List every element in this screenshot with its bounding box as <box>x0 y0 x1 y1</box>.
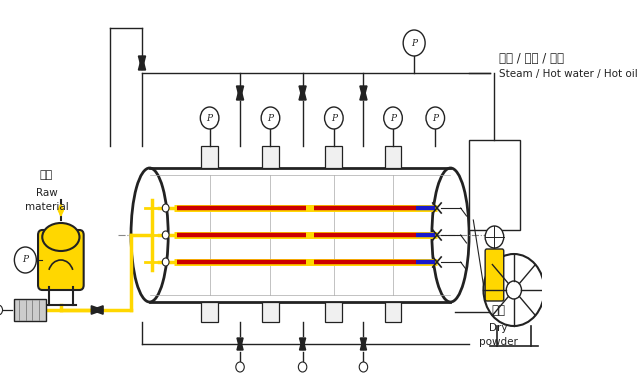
Text: 原料: 原料 <box>40 170 53 180</box>
Text: P: P <box>390 113 396 123</box>
Bar <box>326 146 342 168</box>
Circle shape <box>0 305 3 315</box>
Circle shape <box>14 247 37 273</box>
Polygon shape <box>237 338 243 350</box>
Text: Steam / Hot water / Hot oil: Steam / Hot water / Hot oil <box>499 69 637 79</box>
Polygon shape <box>299 86 306 100</box>
Text: 干粉: 干粉 <box>492 303 506 316</box>
FancyBboxPatch shape <box>38 230 84 290</box>
Bar <box>201 302 218 322</box>
Text: P: P <box>22 255 28 265</box>
Circle shape <box>359 362 368 372</box>
Bar <box>326 302 342 322</box>
Text: Dry: Dry <box>490 323 508 333</box>
Circle shape <box>483 254 544 326</box>
Bar <box>201 146 218 168</box>
Ellipse shape <box>131 168 168 302</box>
Polygon shape <box>91 306 103 314</box>
Circle shape <box>298 362 307 372</box>
Polygon shape <box>360 338 367 350</box>
Text: Raw: Raw <box>36 188 57 198</box>
Text: material: material <box>24 202 69 212</box>
Circle shape <box>485 226 504 248</box>
Circle shape <box>403 30 425 56</box>
Bar <box>13 299 46 321</box>
Circle shape <box>162 204 169 212</box>
Circle shape <box>236 362 244 372</box>
Polygon shape <box>237 338 243 350</box>
Text: 蔭汽 / 热水 / 热油: 蔭汽 / 热水 / 热油 <box>499 51 563 64</box>
Polygon shape <box>138 56 146 70</box>
Bar <box>262 146 279 168</box>
Text: powder: powder <box>479 337 518 347</box>
Text: P: P <box>411 39 417 47</box>
Polygon shape <box>237 86 244 100</box>
Bar <box>385 302 401 322</box>
Ellipse shape <box>42 223 79 251</box>
Polygon shape <box>299 338 306 350</box>
Text: P: P <box>267 113 274 123</box>
Circle shape <box>162 258 169 266</box>
Polygon shape <box>360 338 367 350</box>
Polygon shape <box>299 86 306 100</box>
Circle shape <box>384 107 403 129</box>
Bar <box>469 140 520 230</box>
Polygon shape <box>299 338 306 350</box>
Circle shape <box>426 107 445 129</box>
Ellipse shape <box>432 168 469 302</box>
Polygon shape <box>360 86 367 100</box>
Bar <box>262 302 279 322</box>
Circle shape <box>162 231 169 239</box>
Polygon shape <box>237 86 244 100</box>
Polygon shape <box>360 86 367 100</box>
Circle shape <box>324 107 343 129</box>
Circle shape <box>201 107 219 129</box>
Bar <box>385 146 401 168</box>
FancyBboxPatch shape <box>485 249 504 301</box>
Bar <box>149 168 451 302</box>
Text: P: P <box>206 113 213 123</box>
Text: P: P <box>331 113 337 123</box>
Polygon shape <box>91 306 103 314</box>
Polygon shape <box>138 56 146 70</box>
Text: P: P <box>432 113 438 123</box>
Circle shape <box>261 107 279 129</box>
